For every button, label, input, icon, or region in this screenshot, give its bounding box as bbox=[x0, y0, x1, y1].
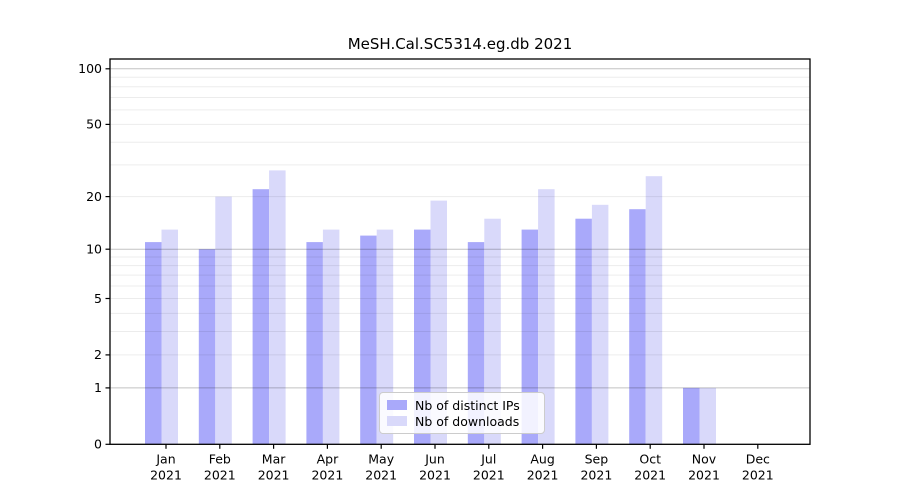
x-tick-label-year: 2021 bbox=[527, 468, 559, 483]
y-tick-label: 2 bbox=[94, 347, 102, 362]
bar-distinct-ips-jan bbox=[145, 242, 162, 445]
x-tick-label-month: Apr bbox=[317, 452, 339, 467]
x-tick-label-year: 2021 bbox=[311, 468, 343, 483]
x-tick-label-month: Feb bbox=[209, 452, 231, 467]
x-tick-label-year: 2021 bbox=[150, 468, 182, 483]
bar-distinct-ips-feb bbox=[198, 249, 216, 445]
legend-entry-downloads: Nb of downloads bbox=[387, 413, 536, 429]
x-tick-label-month: Sep bbox=[585, 452, 609, 467]
x-tick-label-year: 2021 bbox=[634, 468, 666, 483]
bar-downloads-jun bbox=[430, 200, 447, 445]
x-tick-label-month: Jun bbox=[424, 452, 445, 467]
chart-title: MeSH.Cal.SC5314.eg.db 2021 bbox=[347, 35, 573, 53]
bar-downloads-jan bbox=[161, 229, 178, 445]
bar-distinct-ips-sep bbox=[575, 218, 592, 445]
bar-downloads-apr bbox=[322, 229, 340, 445]
bar-downloads-nov bbox=[699, 387, 716, 445]
bar-distinct-ips-aug bbox=[521, 229, 539, 445]
bar-distinct-ips-jun bbox=[414, 229, 431, 445]
x-tick-label-year: 2021 bbox=[688, 468, 720, 483]
bar-downloads-may bbox=[376, 229, 394, 445]
bar-distinct-ips-mar bbox=[252, 189, 270, 445]
y-tick-label: 1 bbox=[94, 380, 102, 395]
x-tick-label-year: 2021 bbox=[204, 468, 236, 483]
bar-distinct-ips-nov bbox=[683, 387, 700, 445]
x-tick-label-month: May bbox=[368, 452, 394, 467]
legend: Nb of distinct IPs Nb of downloads bbox=[379, 392, 545, 434]
y-tick-label: 50 bbox=[86, 117, 102, 132]
y-tick-label: 5 bbox=[94, 291, 102, 306]
x-tick-label-month: Jul bbox=[480, 452, 496, 467]
legend-label-downloads: Nb of downloads bbox=[415, 413, 520, 429]
legend-swatch-distinct-ips bbox=[387, 400, 407, 410]
x-tick-label-year: 2021 bbox=[742, 468, 774, 483]
y-tick-label: 10 bbox=[86, 242, 102, 257]
bar-downloads-oct bbox=[645, 176, 663, 445]
y-tick-label: 0 bbox=[94, 437, 102, 452]
bar-distinct-ips-oct bbox=[629, 209, 646, 445]
x-tick-label-month: Nov bbox=[692, 452, 717, 467]
x-tick-label-month: Mar bbox=[262, 452, 286, 467]
legend-label-distinct-ips: Nb of distinct IPs bbox=[415, 397, 520, 413]
bar-downloads-aug bbox=[538, 189, 555, 445]
x-tick-label-year: 2021 bbox=[419, 468, 451, 483]
x-tick-label-month: Aug bbox=[530, 452, 554, 467]
axes-frame bbox=[109, 58, 811, 445]
x-tick-label-year: 2021 bbox=[580, 468, 612, 483]
x-tick-label-year: 2021 bbox=[258, 468, 290, 483]
x-tick-label-year: 2021 bbox=[473, 468, 505, 483]
bar-downloads-jul bbox=[484, 218, 501, 445]
x-tick-label-month: Oct bbox=[639, 452, 661, 467]
bar-downloads-mar bbox=[269, 170, 286, 445]
y-tick-label: 100 bbox=[78, 61, 102, 76]
legend-entry-distinct-ips: Nb of distinct IPs bbox=[387, 397, 536, 413]
bar-distinct-ips-may bbox=[360, 235, 377, 445]
x-tick-label-year: 2021 bbox=[365, 468, 397, 483]
x-tick-label-month: Dec bbox=[746, 452, 770, 467]
bar-downloads-feb bbox=[215, 196, 232, 445]
legend-swatch-downloads bbox=[387, 416, 407, 426]
y-tick-label: 20 bbox=[86, 189, 102, 204]
bar-distinct-ips-apr bbox=[306, 242, 323, 445]
bar-downloads-sep bbox=[591, 204, 609, 445]
x-tick-label-month: Jan bbox=[155, 452, 175, 467]
